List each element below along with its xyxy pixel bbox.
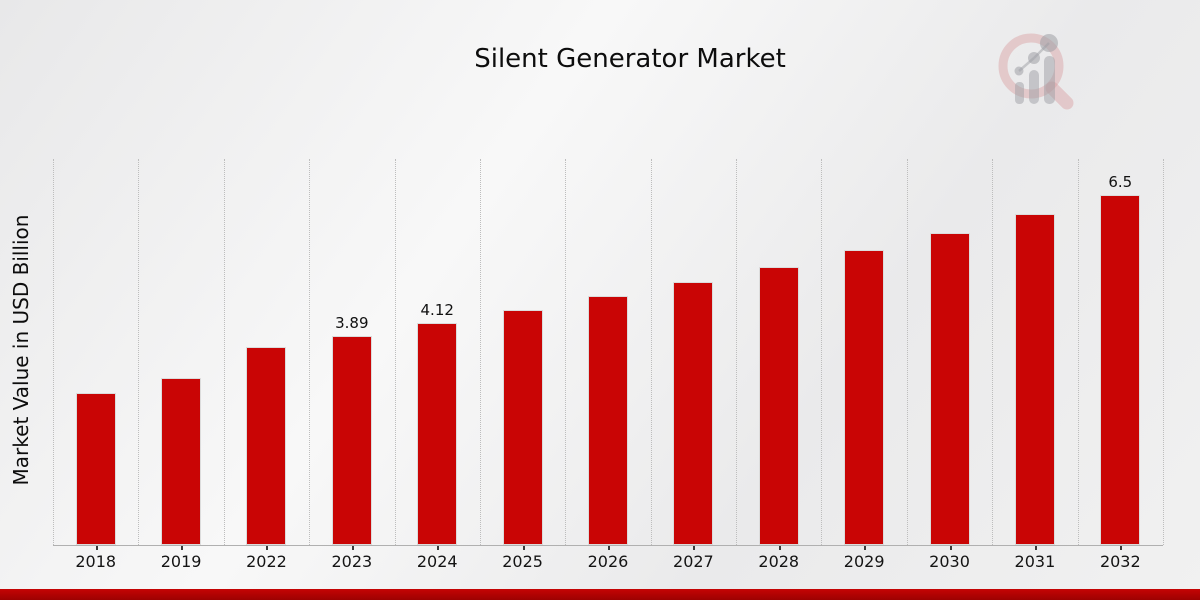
bar-slot-2026 <box>565 159 650 545</box>
tick-mark <box>95 546 98 550</box>
x-tick-2027: 2027 <box>651 546 736 578</box>
x-tick-2026: 2026 <box>565 546 650 578</box>
tick-mark <box>864 546 867 550</box>
x-tick-2030: 2030 <box>907 546 992 578</box>
x-tick-label: 2023 <box>331 552 373 571</box>
brand-watermark-logo <box>985 25 1085 120</box>
gridline <box>821 159 823 545</box>
bar-slot-2024: 4.12 <box>395 159 480 545</box>
tick-mark <box>181 546 184 550</box>
x-tick-label: 2022 <box>246 552 287 571</box>
bar-2022 <box>246 347 287 545</box>
x-tick-2019: 2019 <box>138 546 223 578</box>
x-tick-label: 2025 <box>502 552 543 571</box>
tick-mark <box>607 546 610 550</box>
x-tick-2031: 2031 <box>992 546 1077 578</box>
x-axis: 2018 2019 2022 2023 2024 2025 2026 2027 2028 2029… <box>53 546 1163 578</box>
x-tick-label: 2029 <box>843 552 885 571</box>
gridline <box>223 159 225 545</box>
gridline <box>479 159 481 545</box>
chart-title: Silent Generator Market <box>474 44 786 74</box>
x-tick-2018: 2018 <box>53 546 138 578</box>
bar-2029 <box>844 249 885 545</box>
tick-mark <box>693 546 696 550</box>
x-tick-label: 2026 <box>587 552 629 571</box>
x-tick-label: 2019 <box>160 552 202 571</box>
plot-area: 3.89 4.12 6.5 <box>53 159 1164 546</box>
bar-2028 <box>758 266 799 545</box>
bar-slot-2023: 3.89 <box>309 159 394 545</box>
x-tick-2029: 2029 <box>821 546 906 578</box>
x-tick-2022: 2022 <box>224 546 309 578</box>
x-tick-label: 2032 <box>1099 552 1141 571</box>
bar-2023 <box>331 335 372 545</box>
y-axis-label: Market Value in USD Billion <box>9 214 33 486</box>
gridline <box>309 159 311 545</box>
bar-2018 <box>75 393 116 545</box>
x-tick-label: 2024 <box>416 552 458 571</box>
x-tick-label: 2030 <box>929 552 970 571</box>
x-tick-label: 2031 <box>1014 552 1056 571</box>
bar-2025 <box>502 310 543 545</box>
bar-2030 <box>929 232 970 545</box>
bar-slot-2025 <box>480 159 565 545</box>
bar-slot-2019 <box>138 159 223 545</box>
tick-mark <box>437 546 440 550</box>
magnifier-chart-icon <box>998 33 1074 110</box>
bar-slot-2029 <box>821 159 906 545</box>
x-tick-2023: 2023 <box>309 546 394 578</box>
x-tick-2028: 2028 <box>736 546 821 578</box>
bar-slot-2028 <box>736 159 821 545</box>
gridline <box>394 159 396 545</box>
gridline <box>906 159 908 545</box>
gridline <box>650 159 652 545</box>
x-tick-2025: 2025 <box>480 546 565 578</box>
bar-2024 <box>417 323 458 545</box>
x-tick-label: 2018 <box>75 552 117 571</box>
gridline <box>565 159 567 545</box>
bar-2026 <box>587 296 628 545</box>
gridline <box>138 159 140 545</box>
tick-mark <box>1034 546 1037 550</box>
bar-slot-2032: 6.5 <box>1078 159 1163 545</box>
bar-2032 <box>1100 195 1141 545</box>
gridline <box>992 159 994 545</box>
bar-2019 <box>161 378 202 545</box>
tick-mark <box>778 546 781 550</box>
bar-value-label: 6.5 <box>1108 173 1133 192</box>
bar-slot-2031 <box>992 159 1077 545</box>
gridline <box>1077 159 1079 545</box>
gridline <box>53 159 54 545</box>
bar-value-label: 3.89 <box>335 313 369 332</box>
x-tick-label: 2028 <box>758 552 800 571</box>
bar-slot-2030 <box>907 159 992 545</box>
x-tick-2032: 2032 <box>1078 546 1163 578</box>
tick-mark <box>1120 546 1123 550</box>
tick-mark <box>522 546 525 550</box>
tick-mark <box>949 546 952 550</box>
bar-2027 <box>673 281 714 545</box>
bar-slot-2022 <box>224 159 309 545</box>
bar-slot-2018 <box>53 159 138 545</box>
bar-value-label: 4.12 <box>420 301 454 320</box>
gridline <box>1163 159 1164 545</box>
x-tick-2024: 2024 <box>395 546 480 578</box>
x-tick-label: 2027 <box>673 552 714 571</box>
gridline <box>736 159 738 545</box>
footer-accent-bar <box>0 589 1200 600</box>
bar-slot-2027 <box>651 159 736 545</box>
bar-2031 <box>1014 214 1055 545</box>
tick-mark <box>351 546 354 550</box>
tick-mark <box>266 546 269 550</box>
